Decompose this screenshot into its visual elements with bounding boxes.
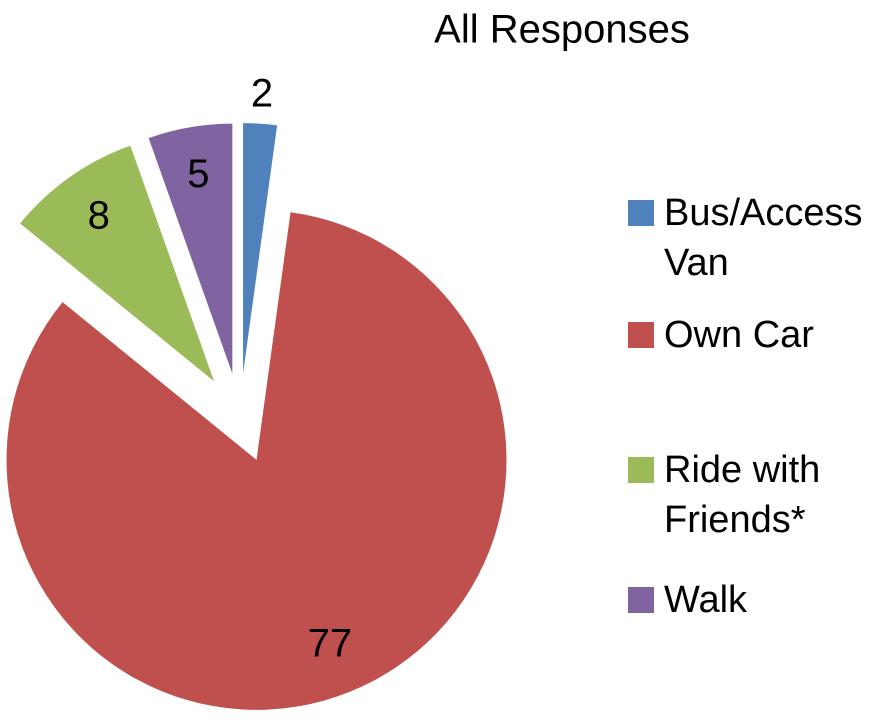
pie-slice bbox=[148, 123, 233, 374]
legend-label: Ride with Friends* bbox=[664, 449, 821, 541]
legend-label: Walk bbox=[664, 579, 748, 621]
legend-label: Bus/Access Van bbox=[664, 192, 863, 284]
legend-swatch bbox=[628, 457, 654, 483]
legend-item: Own Car bbox=[628, 310, 883, 360]
chart-title: All Responses bbox=[434, 8, 690, 52]
data-label: 2 bbox=[251, 71, 273, 115]
legend-label: Own Car bbox=[664, 314, 814, 356]
data-label: 5 bbox=[187, 152, 209, 196]
data-label: 77 bbox=[308, 621, 353, 665]
legend-swatch bbox=[628, 322, 654, 348]
legend-item: Bus/Access Van bbox=[628, 188, 883, 288]
legend-item: Walk bbox=[628, 575, 883, 625]
pie-slice bbox=[20, 145, 215, 382]
legend-swatch bbox=[628, 587, 654, 613]
pie-slice bbox=[243, 123, 278, 374]
legend-item: Ride with Friends* bbox=[628, 445, 883, 545]
data-label: 8 bbox=[88, 193, 110, 237]
legend-swatch bbox=[628, 200, 654, 226]
pie-slice bbox=[6, 212, 507, 710]
